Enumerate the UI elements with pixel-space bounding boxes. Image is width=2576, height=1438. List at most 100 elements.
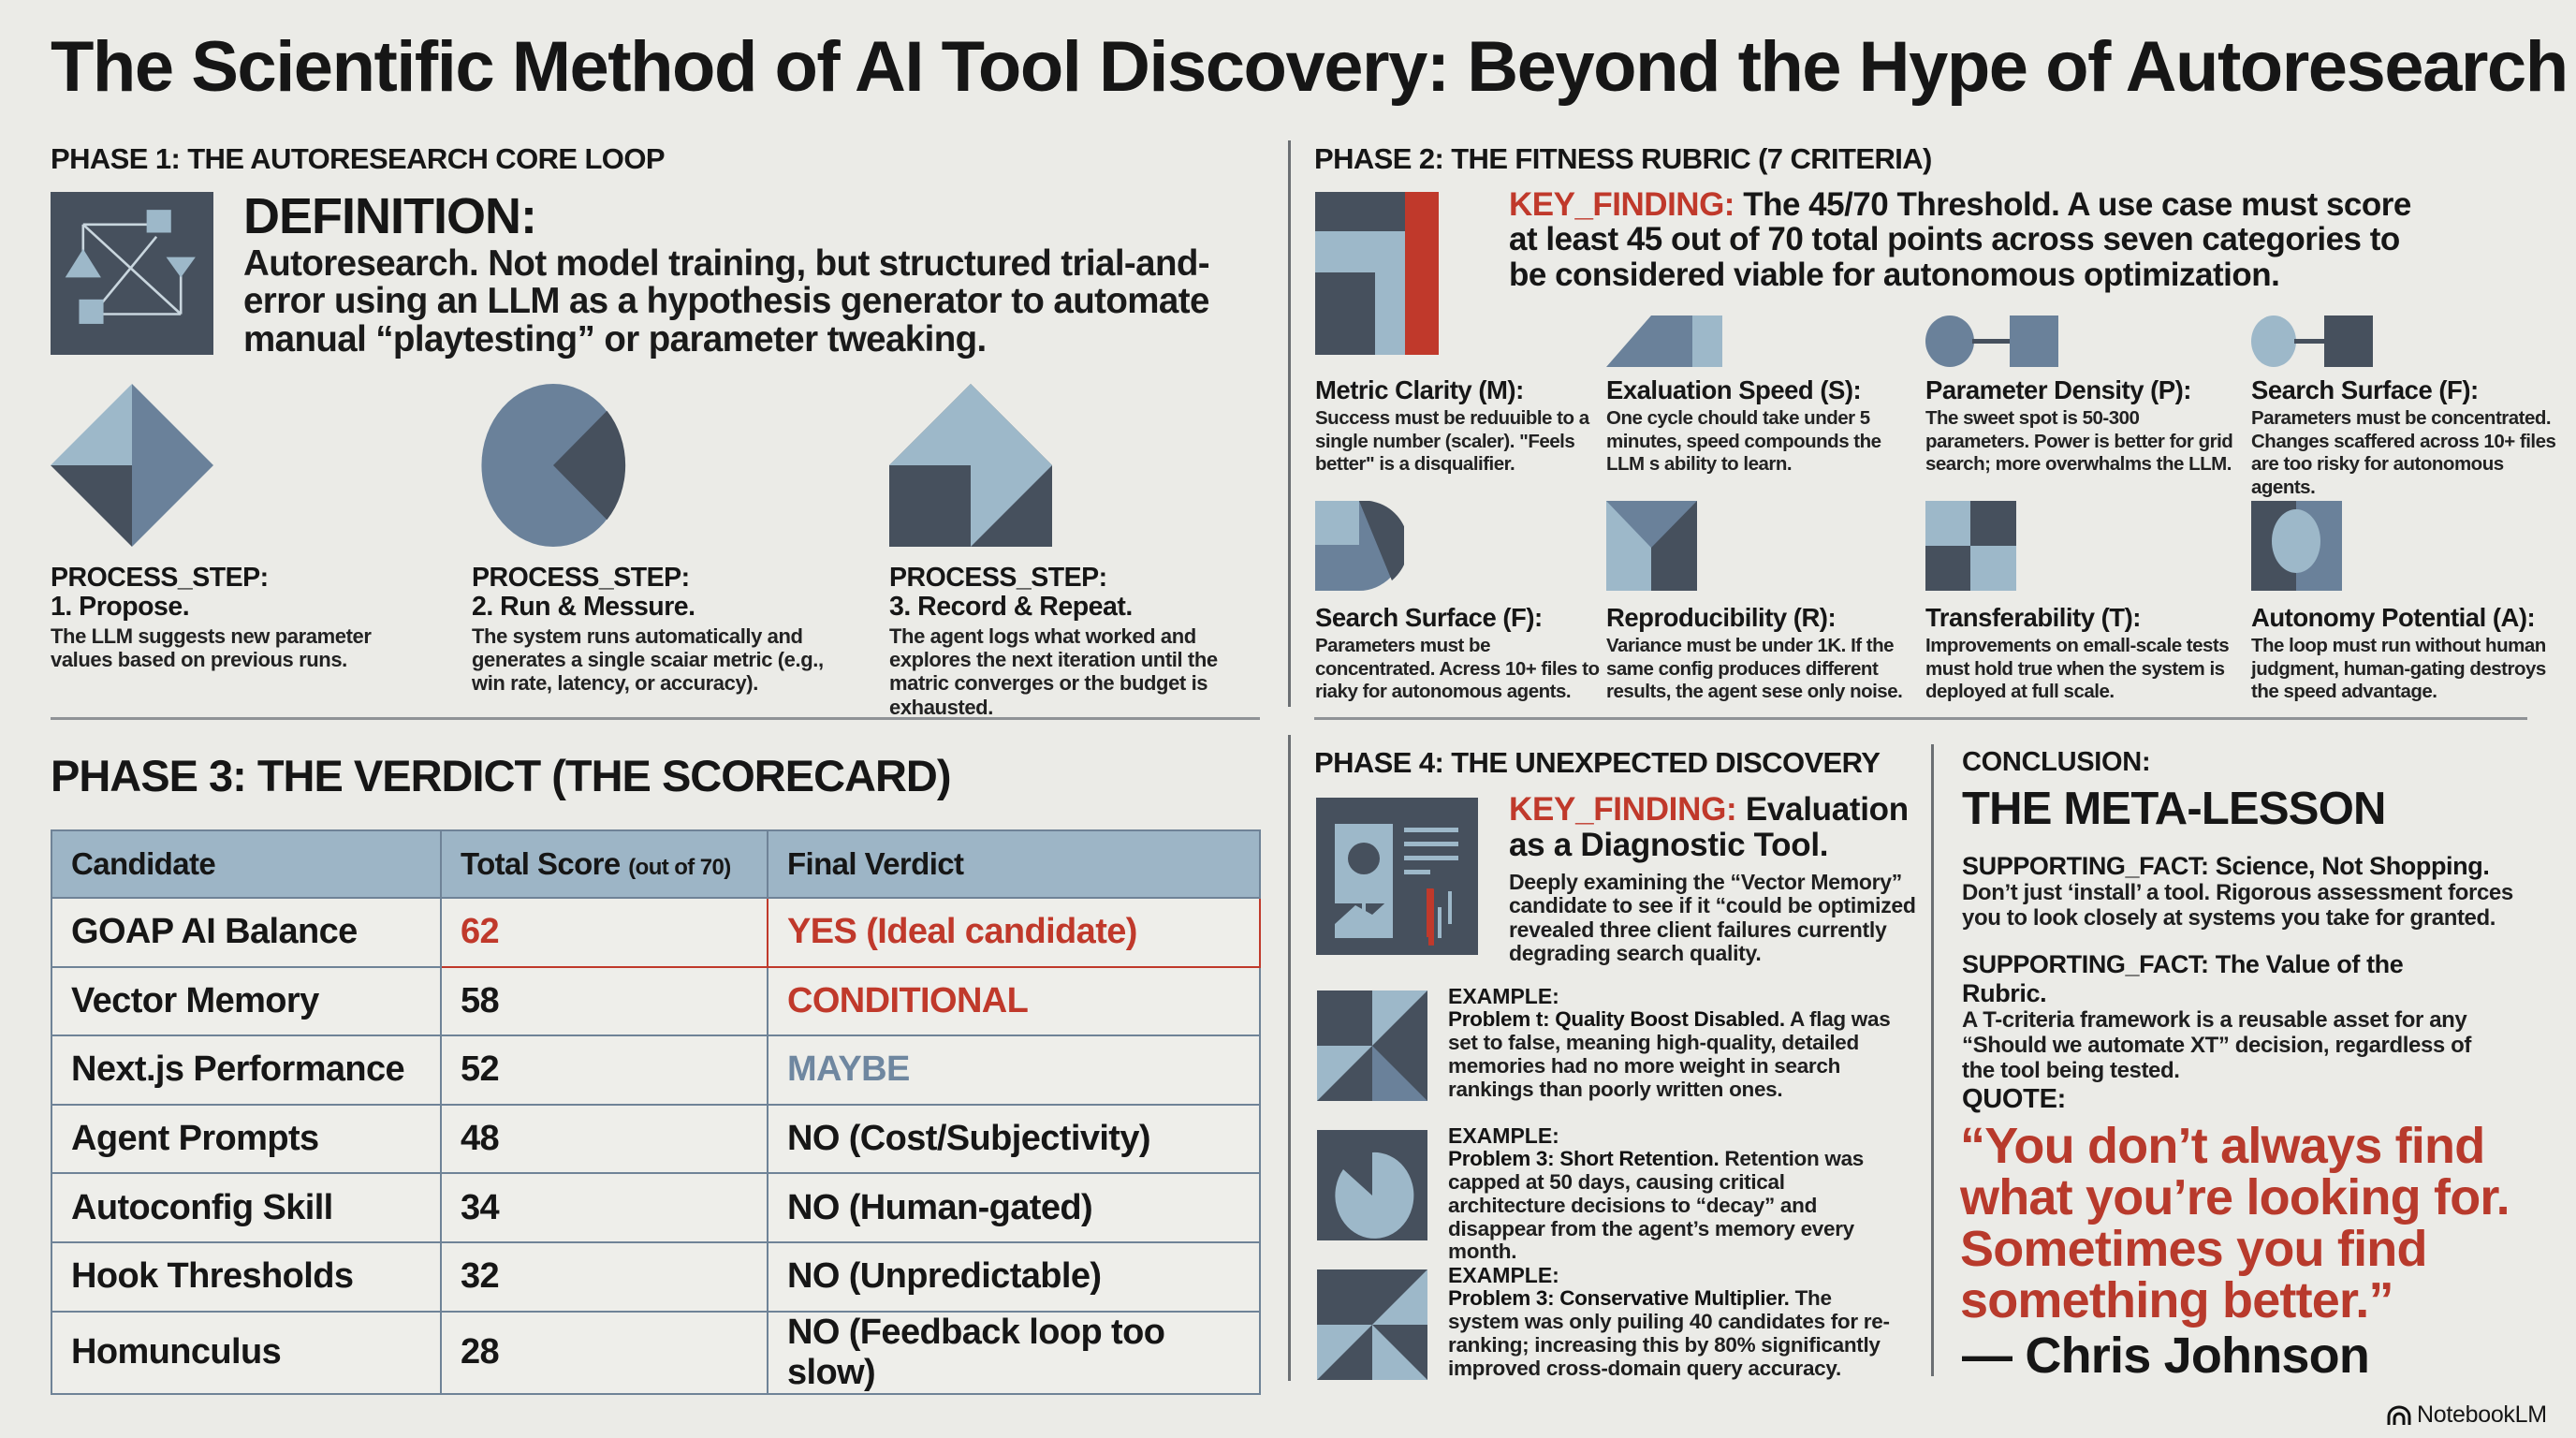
- section-divider: [1314, 717, 2527, 720]
- process-step-tag: PROCESS_STEP:: [51, 563, 269, 593]
- supporting-fact-title: SUPPORTING_FACT: The Value of the Rubric…: [1962, 950, 2404, 1008]
- table-header-row: Candidate Total Score (out of 70) Final …: [51, 829, 1261, 899]
- workflow-loop-icon: [51, 192, 213, 355]
- table-row: GOAP AI Balance 62 YES (Ideal candidate): [51, 897, 1261, 968]
- triangles-grid-icon: [1317, 990, 1427, 1101]
- criterion-label: Search Surface (F):: [2251, 375, 2479, 404]
- quote-author: — Chris Johnson: [1962, 1328, 2370, 1384]
- column-header-total-score: Total Score (out of 70): [440, 829, 768, 899]
- table-row: Hook Thresholds 32 NO (Unpredictable): [51, 1240, 1261, 1313]
- conclusion-label: CONCLUSION:: [1962, 747, 2151, 777]
- d-shape-icon: [1315, 500, 1409, 591]
- candidate-cell: Vector Memory: [51, 965, 442, 1037]
- criterion-autonomy-potential: Autonomy Potential (A): The loop must ru…: [2251, 501, 2569, 704]
- criterion-desc: Improvements on emall-scale tests must h…: [1925, 635, 2230, 703]
- dumbbell-node-light-icon: [2251, 315, 2373, 367]
- example-label: EXAMPLE:: [1448, 1263, 1559, 1287]
- key-finding-title: Evaluation as a Diagnostic Tool.: [1509, 791, 1909, 863]
- candidate-cell: GOAP AI Balance: [51, 897, 442, 968]
- supporting-fact-title: SUPPORTING_FACT: Science, Not Shopping.: [1962, 852, 2490, 880]
- pie-circle-icon: [472, 384, 635, 547]
- criterion-label: Search Surface (F):: [1315, 603, 1543, 632]
- quote-text: “You don’t always find what you’re looki…: [1960, 1118, 2510, 1329]
- example-3: EXAMPLE: Problem 3: Conservative Multipl…: [1448, 1263, 1897, 1380]
- criterion-parameter-density: Parameter Density (P): The sweet spot is…: [1925, 315, 2244, 477]
- section-divider: [51, 717, 1260, 720]
- definition-label: DEFINITION:: [243, 188, 537, 244]
- y-split-icon: [1606, 501, 1697, 591]
- process-step-3: PROCESS_STEP: 3. Record & Repeat. The ag…: [889, 384, 1282, 719]
- score-cell: 34: [440, 1172, 768, 1243]
- phase4-header: PHASE 4: THE UNEXPECTED DISCOVERY: [1314, 746, 1881, 779]
- process-step-desc: The agent logs what worked and explores …: [889, 624, 1218, 719]
- example-label: EXAMPLE:: [1448, 1123, 1559, 1148]
- threshold-blocks-icon: [1315, 192, 1439, 355]
- table-row: Autoconfig Skill 34 NO (Human-gated): [51, 1172, 1261, 1243]
- score-cell: 28: [440, 1310, 768, 1395]
- process-step-title: 2. Run & Messure.: [472, 592, 695, 623]
- verdict-cell: NO (Unpredictable): [767, 1240, 1261, 1313]
- candidate-cell: Homunculus: [51, 1310, 442, 1395]
- example-body: A flag was set to false, meaning high-qu…: [1448, 1007, 1891, 1101]
- criterion-label: Autonomy Potential (A):: [2251, 603, 2536, 632]
- house-arrow-icon: [889, 384, 1052, 547]
- phase3-header: PHASE 3: THE VERDICT (THE SCORECARD): [51, 751, 952, 800]
- example-title: Problem t: Quality Boost Disabled.: [1448, 1007, 1785, 1032]
- column-divider: [1288, 735, 1291, 1381]
- phase2-header: PHASE 2: THE FITNESS RUBRIC (7 CRITERIA): [1314, 142, 1932, 175]
- example-2: EXAMPLE: Problem 3: Short Retention. Ret…: [1448, 1123, 1897, 1264]
- verdict-cell: NO (Human-gated): [767, 1172, 1261, 1243]
- branding: NotebookLM: [2387, 1401, 2547, 1429]
- oval-pillar-icon: [2251, 501, 2342, 591]
- criterion-evaluation-speed: Exaluation Speed (S): One cycle chould t…: [1606, 315, 1915, 477]
- process-step-title: 3. Record & Repeat.: [889, 592, 1133, 623]
- process-step-tag: PROCESS_STEP:: [889, 563, 1107, 593]
- conclusion-title: THE META-LESSON: [1962, 784, 2386, 834]
- phase4-key-finding: KEY_FINDING: Evaluation as a Diagnostic …: [1509, 792, 1921, 863]
- criterion-label: Reproducibility (R):: [1606, 603, 1837, 632]
- criterion-search-surface-2: Search Surface (F): Parameters must be c…: [1315, 500, 1605, 704]
- example-title: Problem 3: Short Retention.: [1448, 1147, 1720, 1171]
- supporting-fact-1: SUPPORTING_FACT: Science, Not Shopping. …: [1962, 852, 2542, 932]
- phase2-key-finding: KEY_FINDING: The 45/70 Threshold. A use …: [1509, 187, 2445, 292]
- branding-label: NotebookLM: [2417, 1401, 2547, 1428]
- criterion-desc: Success must be reduuible to a single nu…: [1315, 407, 1589, 476]
- score-cell: 48: [440, 1103, 768, 1175]
- criterion-transferability: Transferability (T): Improvements on ema…: [1925, 501, 2244, 704]
- criterion-metric-clarity: Metric Clarity (M): Success must be redu…: [1315, 375, 1596, 477]
- criterion-reproducibility: Reproducibility (R): Variance must be un…: [1606, 501, 1915, 704]
- example-title: Problem 3: Conservative Multiplier.: [1448, 1286, 1790, 1311]
- process-step-title: 1. Propose.: [51, 592, 190, 623]
- criterion-desc: Variance must be under 1K. If the same c…: [1606, 635, 1903, 703]
- verdict-cell: YES (Ideal candidate): [767, 897, 1261, 968]
- candidate-cell: Agent Prompts: [51, 1103, 442, 1175]
- column-header-final-verdict: Final Verdict: [767, 829, 1261, 899]
- candidate-cell: Autoconfig Skill: [51, 1172, 442, 1243]
- score-cell: 58: [440, 965, 768, 1037]
- quote-label: QUOTE:: [1962, 1084, 2066, 1114]
- table-row: Homunculus 28 NO (Feedback loop too slow…: [51, 1310, 1261, 1395]
- example-body: The system was only puiling 40 candidate…: [1448, 1286, 1890, 1380]
- diagnostic-report-icon: [1316, 798, 1478, 955]
- criterion-label: Metric Clarity (M):: [1315, 375, 1524, 404]
- diamond-icon: [51, 384, 213, 547]
- example-1: EXAMPLE: Problem t: Quality Boost Disabl…: [1448, 984, 1897, 1101]
- phase4-key-finding-body: Deeply examining the “Vector Memory” can…: [1509, 870, 1916, 965]
- verdict-cell: MAYBE: [767, 1034, 1261, 1106]
- candidate-cell: Next.js Performance: [51, 1034, 442, 1106]
- pacman-circle-icon: [1317, 1130, 1427, 1240]
- table-row: Agent Prompts 48 NO (Cost/Subjectivity): [51, 1103, 1261, 1175]
- criterion-label: Transferability (T):: [1925, 603, 2141, 632]
- key-finding-label: KEY_FINDING:: [1509, 791, 1737, 828]
- process-step-1: PROCESS_STEP: 1. Propose. The LLM sugges…: [51, 384, 444, 671]
- checker-icon: [1925, 501, 2016, 591]
- score-cell: 62: [440, 897, 768, 968]
- criterion-desc: Parameters must be concentrated. Acress …: [1315, 635, 1600, 703]
- supporting-fact-body: Don’t just ‘install’ a tool. Rigorous as…: [1962, 880, 2513, 931]
- criterion-label: Exaluation Speed (S):: [1606, 375, 1862, 404]
- dumbbell-node-icon: [1925, 315, 2058, 367]
- example-body: Retention was capped at 50 days, causing…: [1448, 1147, 1864, 1264]
- criterion-desc: The loop must run without human judgment…: [2251, 635, 2546, 703]
- supporting-fact-body: A T-criteria framework is a reusable ass…: [1962, 1007, 2471, 1083]
- page-title: The Scientific Method of AI Tool Discove…: [51, 27, 2569, 107]
